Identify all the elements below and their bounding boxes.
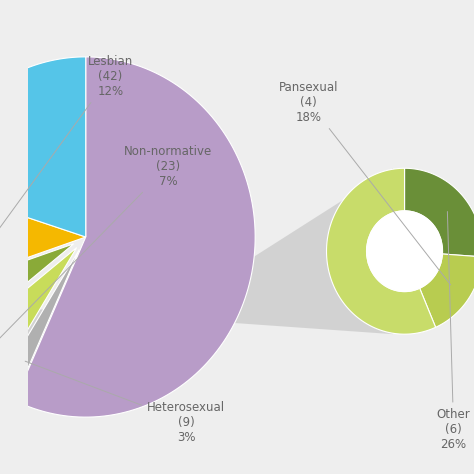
Polygon shape xyxy=(0,249,79,413)
Polygon shape xyxy=(419,254,474,328)
Polygon shape xyxy=(0,57,86,237)
Text: Pansexual
(4)
18%: Pansexual (4) 18% xyxy=(279,81,451,285)
Polygon shape xyxy=(15,57,255,417)
Circle shape xyxy=(367,211,442,292)
Polygon shape xyxy=(327,168,436,334)
Polygon shape xyxy=(404,168,474,257)
Polygon shape xyxy=(0,183,86,294)
Text: Lesbian
(42)
12%: Lesbian (42) 12% xyxy=(0,55,133,236)
Polygon shape xyxy=(0,168,393,413)
Polygon shape xyxy=(0,247,77,400)
Text: Heterosexual
(9)
3%: Heterosexual (9) 3% xyxy=(25,361,225,444)
Text: Non-normative
(23)
7%: Non-normative (23) 7% xyxy=(0,145,212,339)
Text: Other
(6)
26%: Other (6) 26% xyxy=(437,211,471,451)
Polygon shape xyxy=(0,244,74,355)
